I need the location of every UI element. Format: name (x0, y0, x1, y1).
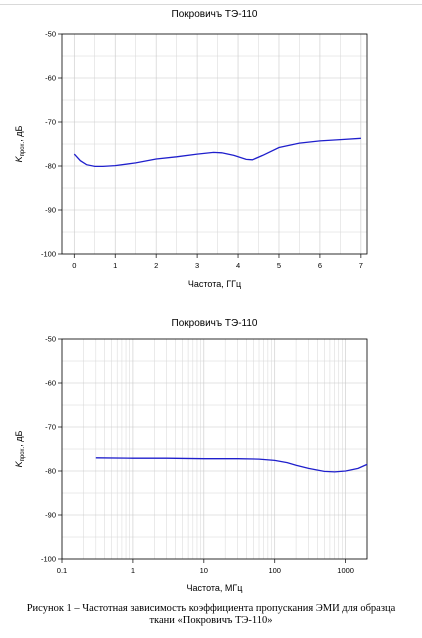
plot-frame (61, 338, 368, 560)
x-tick-label: 0.1 (57, 566, 67, 575)
chart-1: Покровичъ ТЭ-110 0 1 2 3 4 5 6 7 -50 -60 -70 -80 -90 -… (14, 9, 368, 289)
x-tick-label: 0 (72, 261, 76, 270)
y-tick-label: -70 (45, 423, 56, 432)
chart-2: Покровичъ ТЭ-110 0.1 1 10 100 1000 -50 -60 -70 -8… (14, 318, 368, 593)
y-tick-label: -100 (41, 250, 56, 259)
series-line-1 (95, 457, 368, 473)
y-tick-label: -60 (45, 74, 56, 83)
x-tick-label: 4 (236, 261, 240, 270)
y-tick-label: -50 (45, 30, 56, 39)
x-tick-label: 1000 (337, 566, 354, 575)
x-tick-label: 6 (318, 261, 322, 270)
chart-title: Покровичъ ТЭ-110 (172, 9, 258, 20)
y-tick-label: -50 (45, 335, 56, 344)
x-tick-label: 1 (131, 566, 135, 575)
y-axis-label: Kпрох., дБ (14, 126, 26, 163)
y-tick-label: -80 (45, 162, 56, 171)
y-tick-label: -90 (45, 206, 56, 215)
x-tick-label: 5 (277, 261, 281, 270)
top-rule (0, 4, 422, 5)
x-tick-label: 100 (268, 566, 281, 575)
y-tick-label: -60 (45, 379, 56, 388)
x-tick-label: 1 (113, 261, 117, 270)
y-tick-label: -90 (45, 511, 56, 520)
caption-line-2: ткани «Покровичъ ТЭ-110» (149, 615, 273, 626)
x-axis-label: Частота, МГц (187, 583, 243, 593)
y-tick-label: -80 (45, 467, 56, 476)
charts-canvas: Покровичъ ТЭ-110 0 1 2 3 4 5 6 7 -50 -60 -70 -80 -90 -… (14, 9, 368, 593)
chart-title: Покровичъ ТЭ-110 (172, 318, 258, 329)
x-axis-label: Частота, ГГц (188, 279, 241, 289)
x-tick-label: 3 (195, 261, 199, 270)
series-line-1 (73, 137, 361, 168)
plot-frame (61, 33, 368, 255)
y-tick-label: -100 (41, 555, 56, 564)
figure-caption: Рисунок 1 – Частотная зависимость коэффи… (0, 603, 422, 627)
x-tick-label: 2 (154, 261, 158, 270)
y-axis-label: Kпрох., дБ (14, 431, 26, 468)
caption-line-1: Рисунок 1 – Частотная зависимость коэффи… (26, 603, 396, 614)
y-tick-label: -70 (45, 118, 56, 127)
x-tick-label: 10 (200, 566, 208, 575)
x-tick-label: 7 (359, 261, 363, 270)
